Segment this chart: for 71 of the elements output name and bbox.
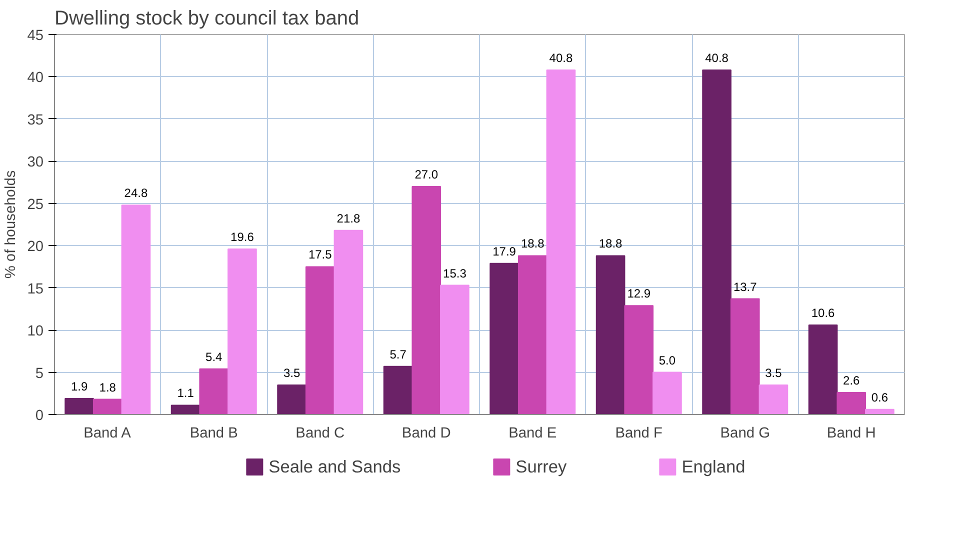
data-label: 5.4 [206,350,223,364]
data-label: 1.9 [70,379,88,394]
bar [652,372,682,414]
y-tick-label: 40 [27,70,44,86]
bar [546,69,576,414]
bar [228,248,257,414]
x-tick-label: Band A [84,426,132,442]
y-tick-label: 15 [27,281,44,298]
bar [624,305,654,414]
bar [199,368,229,414]
data-label: 13.7 [733,280,758,294]
bar [730,298,760,414]
x-tick-label: Band F [615,426,663,442]
data-label: 1.8 [99,380,116,394]
x-tick-label: Band E [508,426,557,442]
bar [92,398,122,414]
bar [865,408,894,414]
x-tick-label: Band B [190,426,238,442]
bar [808,324,838,414]
bar [64,398,94,414]
data-label: 18.8 [598,236,623,251]
data-label: 40.8 [705,50,729,65]
data-label: 40.8 [549,50,573,65]
bar [383,366,413,414]
data-label: 17.5 [308,248,332,262]
data-label: 17.9 [492,244,516,258]
data-label: 3.5 [765,366,782,380]
x-tick-label: Band H [826,426,876,442]
data-label: 19.6 [230,230,254,244]
bar [412,186,442,414]
y-tick-label: 5 [35,366,44,382]
data-label: 15.3 [443,266,467,280]
data-label: 5.0 [658,353,676,368]
bar [121,204,151,414]
y-tick-label: 30 [27,154,44,171]
data-label: 5.7 [390,347,407,362]
x-tick-label: Band G [720,426,770,442]
data-label: 3.5 [283,366,300,380]
bar [440,284,470,414]
data-label: 21.8 [336,211,360,226]
bar [758,384,788,414]
x-tick-label: Band D [402,426,451,442]
legend-label: England [682,456,746,477]
data-label: 27.0 [414,168,438,182]
legend-label: Surrey [516,456,567,477]
legend-label: Seale and Sands [268,456,401,477]
data-label: 18.8 [520,236,545,251]
x-tick-label: Band C [296,426,345,442]
y-tick-label: 20 [27,239,44,256]
data-label: 12.9 [627,286,651,301]
bar [305,266,335,414]
bar [702,69,732,414]
data-label: 24.8 [124,186,148,200]
chart-title: Dwelling stock by council tax band [54,8,360,30]
bar [334,230,364,414]
data-label: 1.1 [177,386,194,400]
y-tick-label: 10 [27,324,44,340]
y-tick-label: 0 [35,408,44,424]
bar [170,404,200,414]
data-label: 0.6 [871,390,888,404]
bar [518,255,548,414]
y-tick-label: 45 [27,28,44,44]
bar [277,384,306,414]
y-tick-label: 25 [27,196,44,213]
data-label: 10.6 [811,306,836,320]
bar [836,392,866,414]
data-label: 2.6 [843,374,860,388]
bar [596,255,626,414]
y-tick-label: 35 [27,112,44,128]
bar [490,262,519,414]
y-axis-title: % of households [3,170,20,279]
